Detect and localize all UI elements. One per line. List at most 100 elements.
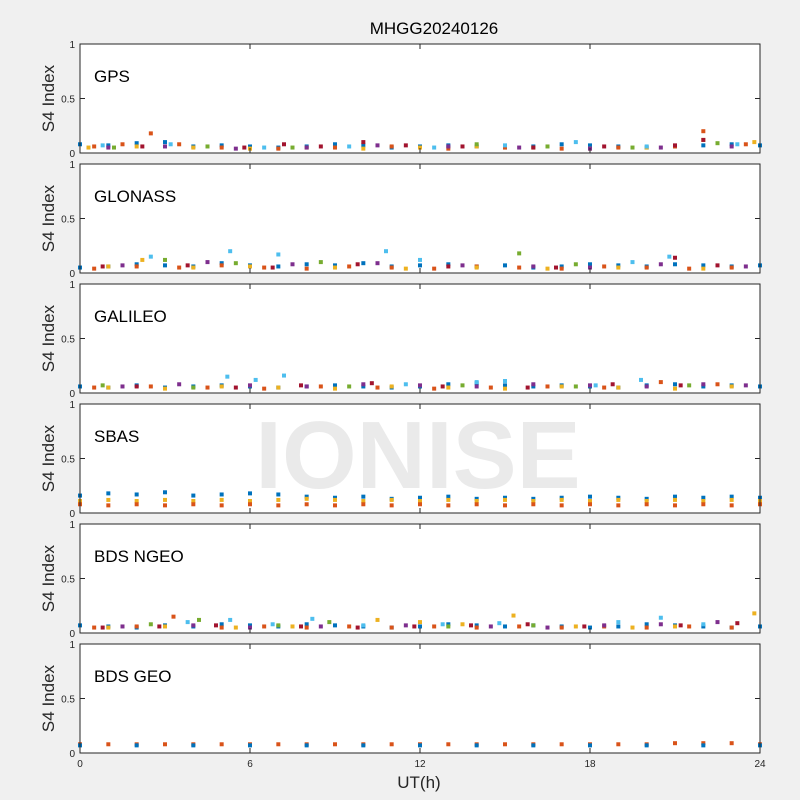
x-tick-label: 18	[584, 759, 596, 770]
watermark: IONISE	[255, 402, 580, 509]
data-point	[276, 503, 281, 508]
y-tick-label: 1	[69, 280, 75, 291]
series-5	[163, 251, 578, 267]
data-point	[134, 499, 139, 504]
data-point	[418, 495, 422, 500]
data-point	[701, 382, 706, 387]
data-point	[361, 146, 366, 151]
data-point	[333, 265, 337, 270]
data-point	[474, 499, 479, 504]
data-point	[588, 494, 592, 499]
data-point	[701, 129, 706, 134]
data-point	[270, 265, 275, 270]
data-point	[432, 145, 437, 150]
data-point	[276, 146, 281, 151]
x-tick-label: 6	[247, 759, 253, 770]
data-point	[262, 386, 267, 391]
data-point	[233, 146, 238, 151]
series-3	[106, 611, 757, 630]
data-point	[446, 742, 451, 747]
data-point	[304, 494, 309, 499]
data-point	[375, 385, 380, 390]
data-point	[644, 502, 649, 507]
data-point	[729, 494, 734, 499]
data-point	[610, 382, 615, 387]
data-point	[219, 497, 224, 502]
data-point	[333, 386, 337, 391]
data-point	[503, 263, 507, 268]
data-point	[729, 384, 734, 389]
data-point	[86, 145, 91, 150]
data-point	[673, 624, 677, 629]
data-point	[729, 741, 734, 746]
data-point	[92, 266, 97, 271]
data-point	[715, 141, 720, 146]
data-point	[197, 617, 201, 622]
data-point	[418, 257, 422, 262]
data-point	[503, 503, 507, 508]
data-point	[715, 620, 720, 625]
data-point	[531, 502, 536, 507]
data-point	[219, 492, 224, 497]
data-point	[559, 142, 564, 147]
data-point	[228, 617, 233, 622]
data-point	[276, 623, 281, 628]
data-point	[616, 742, 621, 747]
data-point	[559, 497, 564, 502]
data-point	[559, 625, 564, 630]
data-point	[106, 503, 111, 508]
data-point	[559, 495, 564, 500]
series-7	[100, 255, 720, 270]
data-point	[644, 743, 649, 748]
data-point	[446, 503, 451, 508]
series-6	[148, 249, 672, 265]
data-point	[488, 385, 493, 390]
data-point	[418, 499, 422, 504]
data-point	[276, 492, 281, 497]
y-tick-label: 0	[69, 629, 75, 640]
panel-sbas: 0 0.5 1 SBAS S4 Index	[39, 400, 762, 520]
data-point	[262, 265, 267, 270]
series-4	[120, 260, 748, 270]
data-point	[545, 266, 550, 271]
data-point	[333, 145, 337, 150]
data-point	[616, 265, 621, 270]
data-point	[333, 623, 337, 628]
data-point	[701, 622, 706, 627]
data-point	[333, 495, 337, 500]
data-point	[418, 620, 422, 625]
data-point	[729, 265, 734, 270]
x-tick-label: 12	[414, 759, 426, 770]
data-point	[559, 264, 564, 269]
data-point	[743, 142, 748, 147]
data-point	[554, 265, 558, 270]
data-point	[418, 624, 422, 629]
data-point	[752, 140, 757, 145]
data-point	[460, 263, 465, 268]
data-point	[361, 382, 366, 387]
data-point	[225, 374, 230, 379]
data-point	[545, 625, 550, 630]
data-point	[248, 383, 252, 388]
data-point	[474, 380, 479, 385]
data-point	[248, 502, 252, 507]
data-point	[92, 144, 97, 149]
data-point	[474, 496, 479, 501]
data-point	[602, 623, 607, 628]
data-point	[531, 743, 536, 748]
data-point	[106, 491, 111, 496]
data-point	[304, 743, 309, 748]
data-point	[432, 266, 437, 271]
data-point	[588, 262, 592, 267]
data-point	[474, 625, 479, 630]
data-point	[752, 611, 757, 616]
series-3	[106, 257, 706, 271]
data-point	[673, 494, 677, 499]
data-point	[616, 263, 621, 268]
data-point	[233, 261, 238, 266]
data-point	[191, 385, 196, 390]
data-points	[78, 373, 762, 391]
data-point	[157, 624, 162, 629]
data-point	[248, 743, 252, 748]
data-point	[276, 385, 281, 390]
